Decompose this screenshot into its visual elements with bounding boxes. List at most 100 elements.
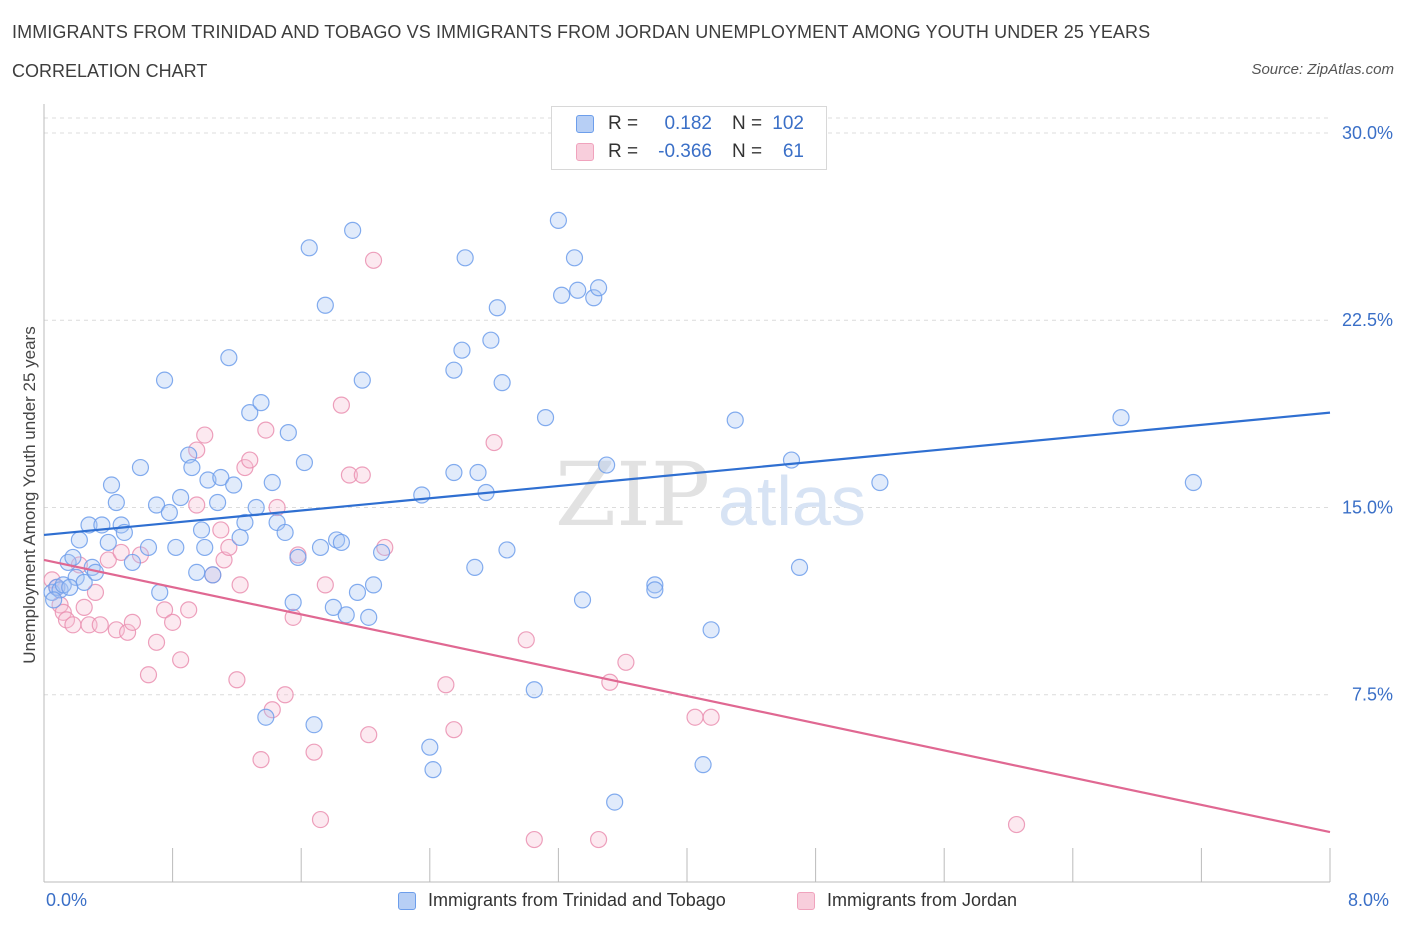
trinidad-point xyxy=(295,453,314,472)
jordan-point xyxy=(257,421,275,439)
jordan-point xyxy=(118,623,137,641)
y-tick-label-1: 15.0% xyxy=(1342,497,1393,517)
trend-lines xyxy=(43,411,1331,834)
jordan-point xyxy=(147,633,166,651)
jordan-point xyxy=(91,616,109,634)
trinidad-point xyxy=(1184,473,1202,492)
jordan-point xyxy=(196,426,214,444)
legend-r-value: -0.366 xyxy=(658,141,712,162)
jordan-point xyxy=(517,631,535,649)
trinidad-point xyxy=(204,566,222,584)
jordan-point xyxy=(601,673,619,691)
y-tick-label-2: 22.5% xyxy=(1342,310,1393,330)
trinidad-point xyxy=(445,361,463,379)
axes xyxy=(43,104,1331,883)
trinidad-point xyxy=(45,591,63,609)
jordan-point xyxy=(64,616,82,634)
trinidad-point xyxy=(80,516,98,534)
jordan-point xyxy=(107,621,125,639)
jordan-point xyxy=(437,676,455,694)
bottom-legend-trinidad: Immigrants from Trinidad and Tobago xyxy=(398,890,726,911)
trinidad-point xyxy=(192,521,211,539)
jordan-point xyxy=(112,543,130,562)
jordan-point xyxy=(525,830,543,849)
trinidad-point xyxy=(99,533,117,552)
jordan-point xyxy=(180,601,198,619)
trinidad-point xyxy=(646,581,664,599)
trinidad-point xyxy=(51,581,69,599)
legend-n-value: 61 xyxy=(782,141,804,162)
trinidad-point xyxy=(782,451,801,469)
trinidad-point xyxy=(131,458,150,477)
trinidad-point xyxy=(300,239,318,257)
jordan-point xyxy=(276,686,294,704)
bottom-legend-swatch-blue xyxy=(398,891,416,910)
trinidad-point xyxy=(107,493,125,512)
trinidad-point xyxy=(225,476,243,494)
trinidad-point xyxy=(327,531,346,549)
jordan-point xyxy=(231,576,249,594)
trinidad-point xyxy=(64,548,82,567)
jordan-point xyxy=(212,521,230,539)
bottom-legend-jordan: Immigrants from Jordan xyxy=(797,890,1017,911)
legend-n-label: N = xyxy=(732,141,763,162)
trinidad-point xyxy=(155,371,174,389)
source-label: Source: ZipAtlas.com xyxy=(1251,61,1394,78)
trinidad-point xyxy=(589,279,608,297)
jordan-point xyxy=(589,830,608,849)
grid xyxy=(44,117,1330,696)
x-tick-label-min: 0.0% xyxy=(46,890,88,910)
bottom-legend-label: Immigrants from Jordan xyxy=(827,890,1018,910)
trinidad-point xyxy=(726,411,744,429)
jordan-point xyxy=(75,598,93,616)
trinidad-point xyxy=(536,409,555,427)
bottom-legend-swatch-pink xyxy=(797,891,815,910)
trinidad-point xyxy=(348,583,367,601)
jordan-point xyxy=(155,601,174,619)
trinidad-point xyxy=(61,578,79,596)
jordan-point xyxy=(1007,815,1026,834)
jordan-point xyxy=(139,666,158,684)
jordan-point xyxy=(360,726,378,744)
chart-title: IMMIGRANTS FROM TRINIDAD AND TOBAGO VS I… xyxy=(12,22,1151,42)
trinidad-point xyxy=(353,371,371,389)
jordan-point xyxy=(86,583,105,601)
jordan-point xyxy=(332,396,350,414)
jordan-point xyxy=(686,708,704,726)
jordan-point xyxy=(353,466,371,484)
trinidad-point xyxy=(252,394,270,412)
jordan-point xyxy=(702,708,720,726)
trinidad-point xyxy=(488,299,506,317)
jordan-points xyxy=(43,251,1026,849)
trinidad-point xyxy=(456,249,474,267)
jordan-point xyxy=(316,576,334,594)
jordan-point xyxy=(364,251,383,269)
trinidad-point xyxy=(424,761,442,779)
trinidad-point xyxy=(289,548,307,567)
jordan-point xyxy=(99,551,117,569)
trinidad-point xyxy=(199,471,217,489)
jordan-point xyxy=(340,466,359,484)
correlation-legend: R = 0.182 N = 102 R = -0.366 N = 61 xyxy=(551,106,827,170)
trinidad-point xyxy=(493,374,511,392)
trinidad-point xyxy=(167,538,185,557)
trinidad-point xyxy=(263,473,281,492)
trinidad-point xyxy=(337,606,355,624)
trinidad-point xyxy=(196,538,214,557)
trinidad-point xyxy=(372,543,391,562)
trinidad-point xyxy=(573,591,592,609)
trinidad-point xyxy=(453,341,471,359)
trinidad-point xyxy=(553,286,571,304)
legend-n-label: N = xyxy=(732,113,763,134)
legend-swatch-blue xyxy=(576,115,594,133)
trinidad-point xyxy=(549,211,568,229)
trinidad-point xyxy=(102,476,121,494)
trinidad-point xyxy=(421,738,439,756)
jordan-point xyxy=(376,538,394,557)
legend-swatch-pink xyxy=(576,143,594,161)
watermark: ZIP atlas xyxy=(555,443,866,546)
trinidad-point xyxy=(247,498,265,517)
trinidad-point xyxy=(284,593,302,611)
trinidad-point xyxy=(364,576,383,594)
